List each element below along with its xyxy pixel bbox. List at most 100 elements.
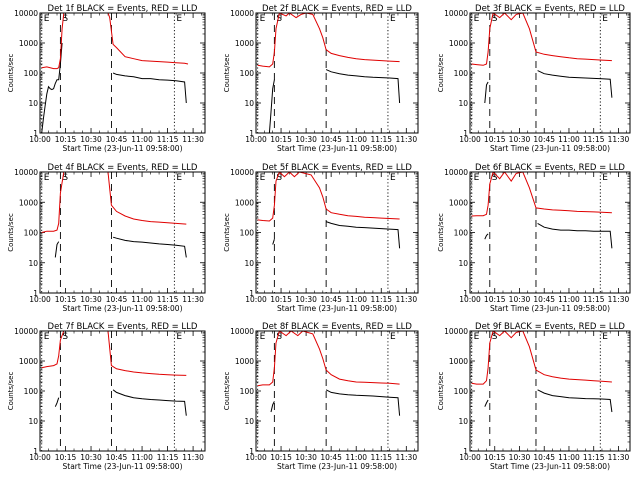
time-marker-label: E — [474, 332, 480, 342]
x-tick-label: 10:30 — [295, 295, 317, 304]
series-lld-line — [41, 172, 187, 233]
y-tick-label: 10 — [244, 259, 254, 268]
time-marker-label: E — [260, 14, 266, 24]
y-tick-label: 100 — [454, 387, 469, 396]
series-events-line — [484, 222, 613, 249]
x-tick-label: 10:00 — [29, 295, 51, 304]
x-tick-label: 11:30 — [395, 135, 417, 144]
panel-title: Det 6f BLACK = Events, RED = LLD — [475, 163, 625, 173]
y-tick-label: 100 — [24, 69, 39, 78]
x-tick-label: 10:30 — [80, 453, 102, 462]
x-tick-label: 10:45 — [533, 453, 555, 462]
detector-panel-7: Det 7f BLACK = Events, RED = LLD 1 10 100 10… — [7, 322, 206, 471]
time-marker-label: S — [492, 173, 498, 183]
x-axis-label: Start Time (23-Jun-11 09:58:00) — [490, 144, 610, 153]
time-marker-label: E — [474, 173, 480, 183]
x-tick-label: 11:30 — [608, 453, 630, 462]
detector-panel-1: Det 1f BLACK = Events, RED = LLD 1 10 100 10… — [7, 4, 206, 153]
y-tick-label: 10000 — [444, 168, 468, 177]
x-tick-label: 11:15 — [157, 135, 179, 144]
y-tick-label: 1000 — [449, 39, 468, 48]
y-axis-label: Counts/sec — [437, 54, 445, 93]
y-tick-label: 1000 — [449, 198, 468, 207]
y-tick-label: 10 — [28, 417, 38, 426]
x-tick-label: 11:00 — [131, 135, 153, 144]
x-tick-label: 10:30 — [295, 135, 317, 144]
y-tick-label: 100 — [24, 387, 39, 396]
x-tick-label: 10:45 — [106, 453, 128, 462]
x-axis-label: Start Time (23-Jun-11 09:58:00) — [63, 462, 183, 471]
x-tick-label: 10:45 — [320, 295, 342, 304]
x-tick-label: 10:00 — [459, 453, 481, 462]
x-tick-label: 10:15 — [55, 135, 77, 144]
y-tick-label: 100 — [454, 229, 469, 238]
y-tick-label: 1 — [33, 447, 38, 456]
y-tick-label: 1000 — [235, 39, 254, 48]
y-axis-label: Counts/sec — [7, 213, 15, 252]
x-axis-label: Start Time (23-Jun-11 09:58:00) — [63, 144, 183, 153]
y-tick-label: 10000 — [444, 9, 468, 18]
time-marker-label: E — [390, 332, 396, 342]
x-tick-label: 10:00 — [245, 295, 267, 304]
panel-title: Det 7f BLACK = Events, RED = LLD — [48, 322, 198, 332]
y-tick-label: 1000 — [235, 198, 254, 207]
panel-title: Det 1f BLACK = Events, RED = LLD — [48, 4, 198, 14]
series-events-line — [41, 42, 187, 133]
x-tick-label: 10:30 — [509, 453, 531, 462]
plot-frame — [469, 171, 631, 294]
time-marker-label: E — [44, 173, 50, 183]
x-tick-label: 11:00 — [131, 295, 153, 304]
x-tick-label: 11:30 — [182, 453, 204, 462]
x-tick-label: 10:45 — [533, 295, 555, 304]
x-tick-label: 10:45 — [320, 135, 342, 144]
y-axis-label: Counts/sec — [7, 54, 15, 93]
x-tick-label: 10:30 — [509, 135, 531, 144]
x-tick-label: 10:15 — [270, 453, 292, 462]
x-tick-label: 11:15 — [583, 453, 605, 462]
x-tick-label: 11:00 — [345, 295, 367, 304]
plot-frame — [469, 12, 631, 134]
y-tick-label: 10 — [458, 259, 468, 268]
y-tick-label: 1000 — [19, 198, 38, 207]
time-marker-label: S — [62, 14, 68, 24]
x-tick-label: 10:00 — [245, 453, 267, 462]
x-tick-label: 10:45 — [106, 295, 128, 304]
x-tick-label: 10:30 — [509, 295, 531, 304]
series-events-line — [54, 389, 187, 416]
y-axis-label: Counts/sec — [223, 54, 231, 93]
panel-title: Det 9f BLACK = Events, RED = LLD — [475, 322, 625, 332]
x-tick-label: 10:45 — [533, 135, 555, 144]
series-lld-line — [41, 13, 189, 70]
detector-panel-2: Det 2f BLACK = Events, RED = LLD 1 10 100 10… — [223, 4, 419, 153]
plot-frame — [469, 330, 631, 452]
y-axis-label: Counts/sec — [223, 213, 231, 252]
x-tick-label: 10:15 — [55, 295, 77, 304]
x-tick-label: 10:15 — [55, 453, 77, 462]
y-tick-label: 1 — [249, 129, 254, 138]
y-tick-label: 1000 — [19, 357, 38, 366]
x-tick-label: 11:00 — [131, 453, 153, 462]
x-tick-label: 11:30 — [182, 135, 204, 144]
x-tick-label: 10:30 — [295, 453, 317, 462]
y-tick-label: 1 — [249, 447, 254, 456]
time-marker-label: S — [276, 332, 282, 342]
y-tick-label: 10 — [244, 99, 254, 108]
time-marker-label: E — [44, 14, 50, 24]
series-lld-line — [471, 172, 612, 217]
x-tick-label: 10:45 — [106, 135, 128, 144]
time-marker-label: S — [492, 14, 498, 24]
y-tick-label: 1000 — [235, 357, 254, 366]
y-tick-label: 1 — [33, 129, 38, 138]
x-tick-label: 11:30 — [395, 295, 417, 304]
y-tick-label: 100 — [240, 229, 255, 238]
y-tick-label: 10000 — [444, 327, 468, 336]
time-marker-label: E — [474, 14, 480, 24]
detector-panel-4: Det 4f BLACK = Events, RED = LLD 1 10 100 10… — [7, 163, 206, 313]
x-tick-label: 11:30 — [395, 453, 417, 462]
x-tick-label: 10:15 — [484, 135, 506, 144]
series-lld-line — [257, 13, 400, 68]
x-axis-label: Start Time (23-Jun-11 09:58:00) — [63, 304, 183, 313]
series-events-line — [270, 389, 401, 416]
y-tick-label: 1 — [463, 129, 468, 138]
